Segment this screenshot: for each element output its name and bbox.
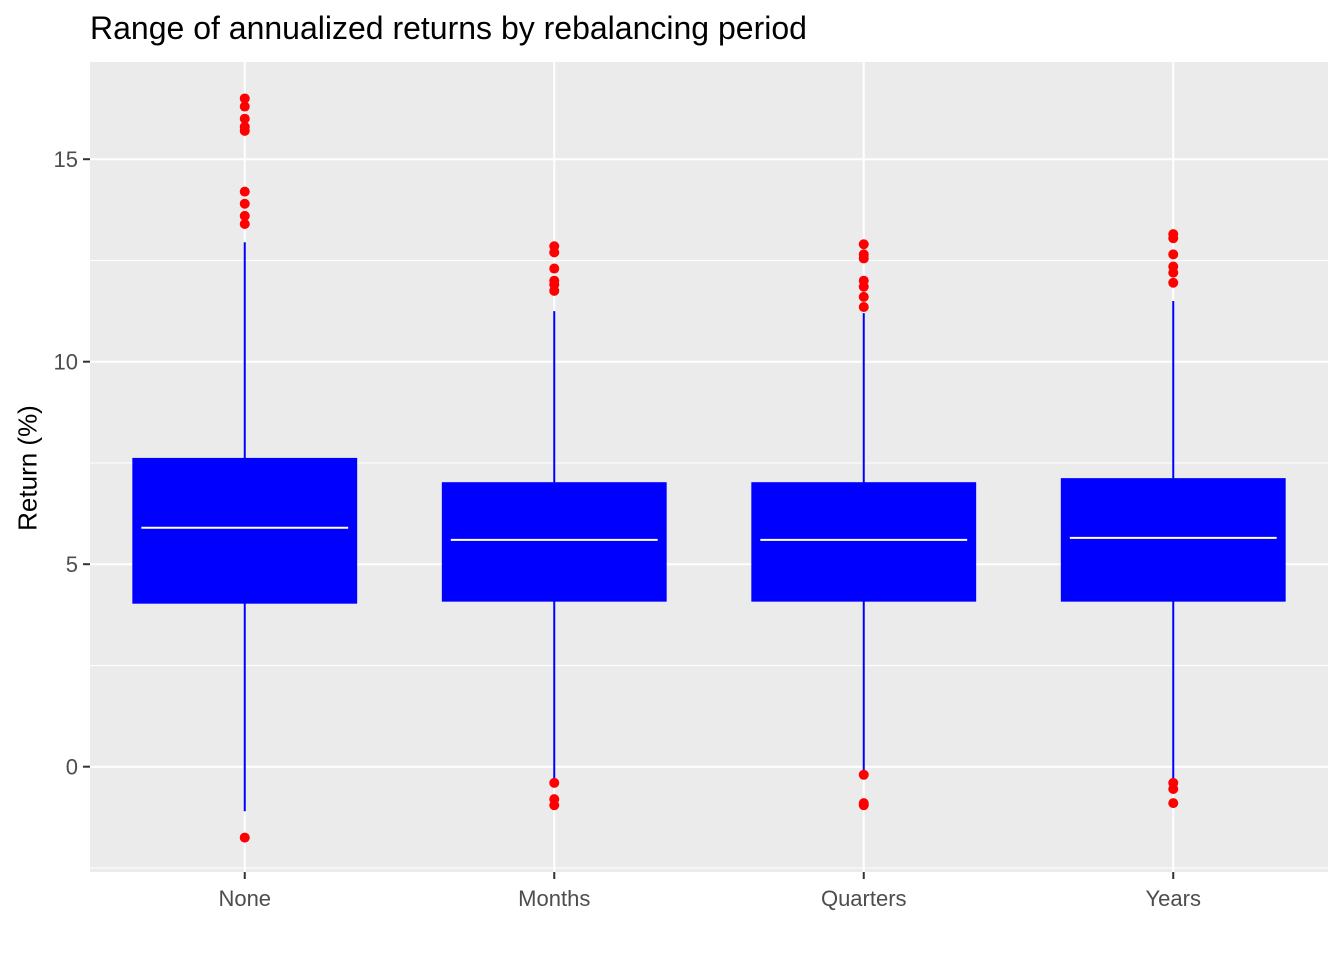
outlier-point [239,219,250,229]
x-tick-label: Years [1146,886,1201,911]
x-tick-label: Months [518,886,590,911]
outlier-point [239,125,250,136]
chart-title: Range of annualized returns by rebalanci… [90,10,807,46]
box-months [441,482,667,602]
outlier-point [549,777,560,788]
box-quarters [751,482,977,602]
x-tick-label: None [218,886,271,911]
y-tick-label: 10 [54,350,78,375]
outlier-point [239,198,250,209]
outlier-point [858,281,869,292]
outlier-point [858,302,869,313]
outlier-point [858,291,869,302]
outlier-point [1168,798,1179,809]
outlier-point [1168,267,1179,278]
outlier-point [239,93,250,104]
outlier-point [1168,277,1179,288]
outlier-point [549,263,560,274]
box-none [132,457,358,604]
outlier-point [858,769,869,780]
outlier-point [239,210,250,221]
outlier-point [858,239,869,250]
outlier-point [549,247,560,258]
outlier-point [549,285,560,296]
outlier-point [239,832,250,843]
outlier-point [1168,233,1179,244]
outlier-point [858,253,869,264]
outlier-point [1168,249,1179,260]
outlier-point [239,186,250,197]
outlier-point [858,800,869,811]
box-group [132,93,1286,843]
x-tick-label: Quarters [821,886,907,911]
y-axis: 0 5 10 15 [54,147,90,780]
outlier-point [239,101,250,112]
outlier-point [1168,783,1179,794]
outlier-point [549,800,560,811]
y-tick-label: 0 [66,755,78,780]
x-axis: None Months Quarters Years [218,872,1201,911]
outlier-point [239,113,250,124]
y-tick-label: 15 [54,147,78,172]
y-tick-label: 5 [66,552,78,577]
box-years [1060,478,1286,602]
